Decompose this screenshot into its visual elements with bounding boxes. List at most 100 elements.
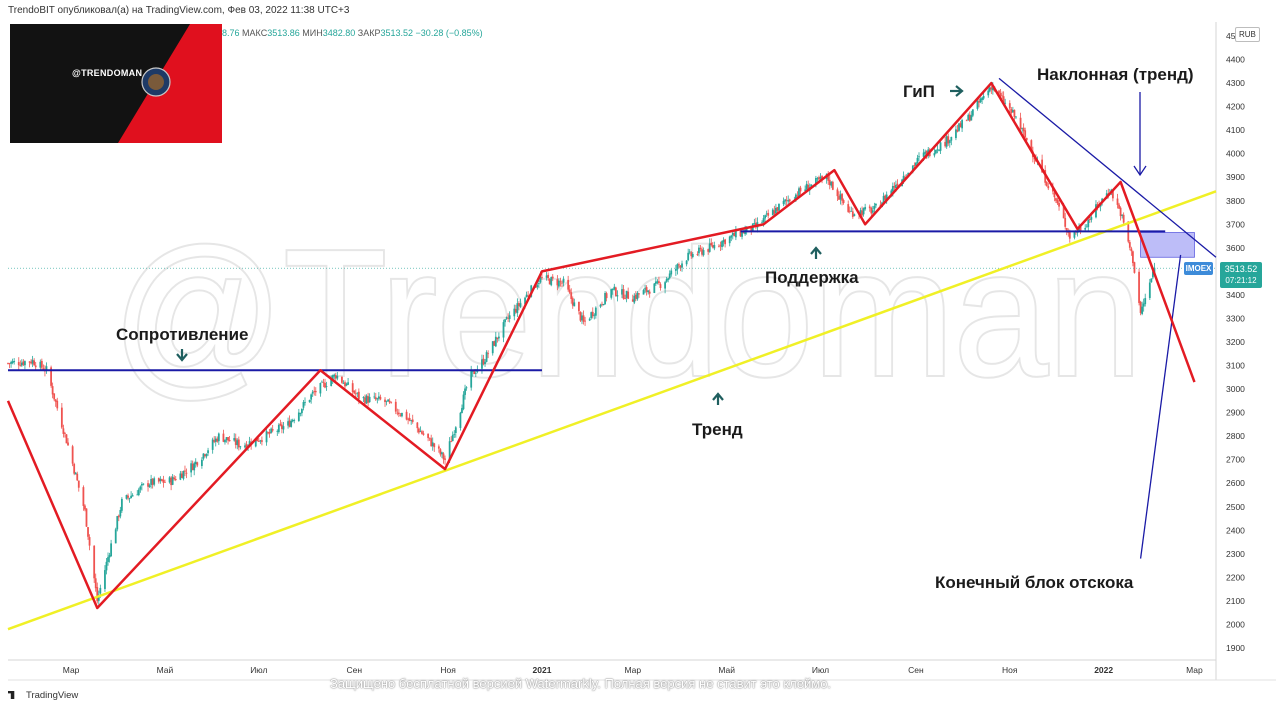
candle-body <box>168 477 171 483</box>
candle-body <box>556 279 559 286</box>
candle-body <box>325 386 328 387</box>
x-tick-label: Ноя <box>1002 665 1018 675</box>
candle-body <box>1090 217 1093 220</box>
candle-body <box>147 483 149 487</box>
candle-body <box>707 249 710 252</box>
candle-body <box>741 231 743 237</box>
candle-body <box>842 200 845 204</box>
candle-body <box>474 372 477 374</box>
candle-body <box>96 587 99 602</box>
y-tick-label: 2500 <box>1226 502 1245 512</box>
candle-body <box>915 162 917 166</box>
candle-body <box>702 250 705 256</box>
candle-body <box>594 307 597 316</box>
candle-body <box>633 295 636 303</box>
candle-body <box>850 210 853 212</box>
candle-body <box>233 438 236 441</box>
candle-body <box>28 361 31 363</box>
candle-body <box>211 439 214 450</box>
candle-body <box>933 153 936 156</box>
currency-button[interactable]: RUB <box>1235 27 1260 42</box>
candle-body <box>213 440 216 442</box>
y-tick-label: 2300 <box>1226 549 1245 559</box>
candle-body <box>636 292 639 300</box>
support-zone <box>1140 232 1195 258</box>
candle-body <box>67 442 69 446</box>
candle-body <box>776 207 779 212</box>
watermark-notice: Защищено бесплатной версией Watermarkly.… <box>330 676 832 691</box>
candle-body <box>891 185 894 192</box>
candle-body <box>13 360 16 363</box>
publish-info: TrendoBIT опубликовал(а) на TradingView.… <box>8 5 350 16</box>
candle-body <box>611 288 614 291</box>
x-tick-label: 2021 <box>533 665 552 675</box>
candle-body <box>734 230 737 238</box>
candle-body <box>584 320 586 322</box>
candle-body <box>627 291 630 299</box>
candle-body <box>254 438 257 447</box>
candle-body <box>159 478 162 482</box>
x-tick-label: Мар <box>1186 665 1203 675</box>
candle-body <box>870 207 873 214</box>
candle-body <box>861 210 863 216</box>
candle-body <box>538 283 540 285</box>
candle-body <box>1019 117 1022 130</box>
candle-body <box>924 151 927 154</box>
candle-body <box>259 440 262 442</box>
candle-body <box>1111 190 1114 199</box>
x-tick-label: Мар <box>624 665 641 675</box>
candle-body <box>430 438 433 447</box>
candle-body <box>30 361 32 364</box>
y-tick-label: 4200 <box>1226 102 1245 112</box>
candle-body <box>570 292 573 299</box>
candle-body <box>979 98 982 103</box>
candle-body <box>664 282 666 289</box>
candle-body <box>462 394 465 410</box>
candle-body <box>853 214 856 216</box>
candle-body <box>64 433 66 434</box>
candle-body <box>110 543 113 557</box>
candle-body <box>228 439 231 442</box>
candle-body <box>73 463 76 474</box>
candle-body <box>497 336 500 339</box>
candle-body <box>1015 116 1017 118</box>
sloped-arrow-head <box>1133 165 1147 177</box>
label-hns: ГиП <box>903 82 935 101</box>
sloped-trend-line <box>998 77 1217 258</box>
candle-body <box>1045 182 1048 187</box>
y-tick-label: 3700 <box>1226 219 1245 229</box>
candle-body <box>547 274 550 279</box>
trend-arrow-head <box>712 392 724 401</box>
candle-body <box>342 383 345 385</box>
candle-body <box>373 396 376 398</box>
y-tick-label: 3100 <box>1226 361 1245 371</box>
candle-body <box>99 587 102 594</box>
tradingview-brand[interactable]: TradingView <box>8 690 78 701</box>
candle-body <box>1150 278 1153 283</box>
candle-body <box>1139 301 1142 313</box>
candle-body <box>271 429 274 431</box>
candle-body <box>601 303 603 305</box>
candle-body <box>967 114 970 121</box>
candle-body <box>765 213 768 215</box>
candle-body <box>1141 306 1144 314</box>
candle-body <box>302 402 305 408</box>
candle-body <box>958 123 960 131</box>
label-resistance: Сопротивление <box>116 325 249 344</box>
candle-body <box>534 286 537 288</box>
candle-body <box>948 140 951 143</box>
candle-body <box>288 420 291 427</box>
candle-body <box>354 393 357 395</box>
candle-body <box>459 412 462 428</box>
candle-body <box>508 315 511 319</box>
candle-body <box>668 273 671 279</box>
candle-body <box>581 315 583 321</box>
candle-body <box>401 412 403 417</box>
candle-body <box>388 400 391 403</box>
candle-body <box>527 295 530 297</box>
hns-arrow <box>950 85 964 97</box>
candle-body <box>104 570 106 589</box>
candle-body <box>648 291 651 294</box>
candle-body <box>227 437 229 441</box>
